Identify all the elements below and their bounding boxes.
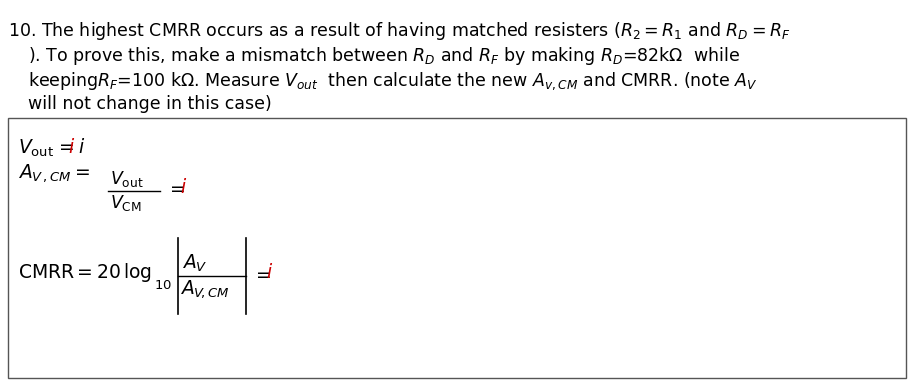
Text: $i$: $i$ (68, 138, 75, 157)
Text: keeping$R_F$=100 k$\Omega$. Measure $V_{out}$  then calculate the new $A_{v,CM}$: keeping$R_F$=100 k$\Omega$. Measure $V_{… (28, 70, 757, 91)
Text: $A_{V\,,CM}=$: $A_{V\,,CM}=$ (18, 162, 90, 184)
Text: $_{10}$: $_{10}$ (154, 273, 172, 291)
Text: $A_V$: $A_V$ (182, 253, 207, 274)
Text: $i$: $i$ (180, 178, 187, 198)
Bar (8, 118, 906, 378)
Text: will not change in this case): will not change in this case) (28, 95, 272, 113)
Text: $A_{V\!,CM}$: $A_{V\!,CM}$ (180, 278, 230, 300)
Text: $=$: $=$ (166, 178, 185, 198)
Text: $\mathrm{CMRR}=20\,\log$: $\mathrm{CMRR}=20\,\log$ (18, 261, 152, 284)
Text: $=i$: $=i$ (55, 138, 85, 157)
Text: $V_{\mathrm{CM}}$: $V_{\mathrm{CM}}$ (110, 193, 141, 213)
Text: ). To prove this, make a mismatch between $R_D$ and $R_F$ by making $R_D$=82k$\O: ). To prove this, make a mismatch betwee… (28, 45, 740, 67)
Text: 10. The highest CMRR occurs as a result of having matched resisters ($R_2=R_1$ a: 10. The highest CMRR occurs as a result … (8, 20, 790, 42)
Text: $V_{\mathrm{out}}$: $V_{\mathrm{out}}$ (18, 138, 54, 159)
Text: $V_{\mathrm{out}}$: $V_{\mathrm{out}}$ (110, 169, 143, 189)
Text: $i$: $i$ (266, 264, 274, 283)
Text: $=$: $=$ (252, 264, 272, 283)
